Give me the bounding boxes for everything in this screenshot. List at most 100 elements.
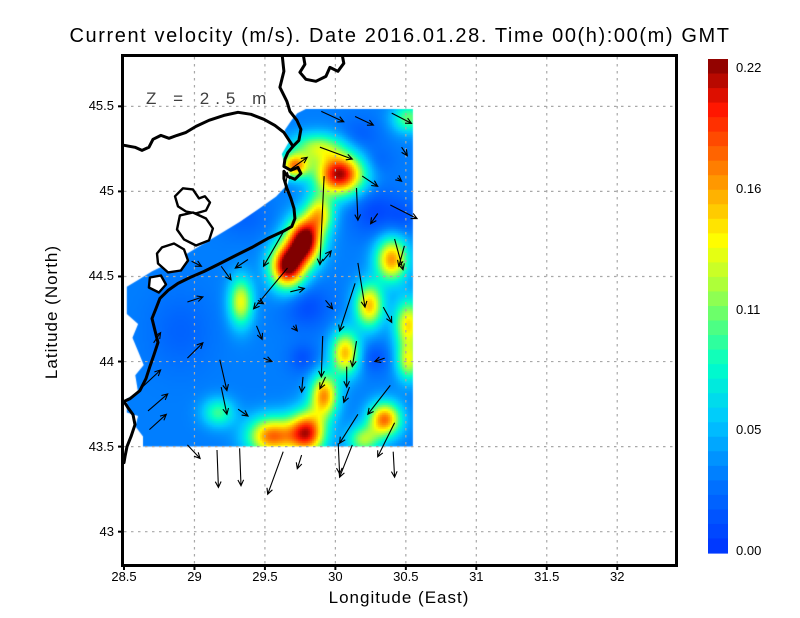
current-arrow — [187, 295, 205, 303]
current-arrow — [289, 156, 309, 170]
current-arrow — [298, 376, 306, 394]
y-tick-label: 43 — [99, 523, 114, 539]
y-tick-label: 44.5 — [88, 268, 114, 284]
current-arrow — [263, 356, 274, 363]
chart-title: Current velocity (m/s). Date 2016.01.28.… — [69, 25, 731, 47]
colorbar-segment — [708, 218, 728, 234]
x-tick-label: 29.5 — [252, 569, 278, 584]
current-arrow — [291, 324, 299, 332]
colorbar-segment — [708, 262, 728, 278]
colorbar-segment — [708, 59, 728, 75]
current-arrow — [338, 414, 359, 445]
x-tick-label: 29 — [187, 569, 202, 584]
current-arrow — [147, 393, 169, 412]
current-arrow — [255, 325, 264, 341]
colorbar-segment — [708, 480, 728, 496]
current-arrow — [319, 376, 326, 390]
current-arrow — [354, 116, 375, 126]
current-arrow — [343, 366, 350, 389]
y-tick-label: 44 — [99, 353, 114, 369]
current-arrow — [336, 443, 343, 476]
current-arrow — [322, 250, 332, 262]
colorbar-segment — [708, 117, 728, 133]
current-arrow — [186, 444, 201, 460]
current-arrow — [256, 297, 265, 305]
current-arrow — [395, 175, 403, 182]
colorbar-segment — [708, 364, 728, 380]
colorbar-segment — [708, 465, 728, 481]
lagoon-outline — [147, 274, 168, 294]
current-arrow — [391, 112, 413, 124]
current-arrow — [187, 341, 204, 359]
current-arrow — [220, 265, 232, 281]
current-arrow — [342, 386, 351, 404]
colorbar-segment — [708, 436, 728, 452]
current-arrow — [234, 259, 249, 269]
current-arrow — [237, 448, 245, 487]
colorbar-segment — [708, 393, 728, 409]
current-arrow — [153, 331, 162, 344]
colorbar-segment — [708, 204, 728, 220]
plot-contents — [123, 56, 675, 564]
y-tick-label: 45 — [99, 183, 114, 199]
current-arrow — [262, 231, 284, 268]
current-arrow — [325, 299, 334, 310]
colorbar-tick-label: 0.00 — [736, 543, 762, 558]
x-tick-label: 30 — [328, 569, 343, 584]
y-tick-label: 43.5 — [88, 438, 114, 454]
current-arrow — [290, 286, 306, 294]
current-arrow — [382, 306, 393, 324]
colorbar-segment — [708, 422, 728, 438]
current-arrow — [252, 267, 288, 310]
depth-annotation: Z = 2.5 m — [146, 89, 273, 108]
current-arrow — [149, 413, 168, 431]
current-arrow — [394, 238, 405, 271]
current-arrow — [214, 449, 222, 489]
lagoon-outline — [155, 242, 190, 274]
colorbar-segment — [708, 131, 728, 147]
colorbar-segment — [708, 349, 728, 365]
current-arrow — [318, 335, 325, 379]
colorbar-segment — [708, 160, 728, 176]
coastline-path — [123, 56, 303, 152]
colorbar-segment — [708, 451, 728, 467]
current-arrow — [283, 171, 291, 194]
current-arrow — [367, 385, 391, 416]
coastline-path — [123, 144, 303, 465]
current-arrow — [338, 283, 356, 333]
colorbar-segment — [708, 233, 728, 249]
current-arrow — [266, 451, 284, 496]
current-arrow — [321, 110, 345, 123]
x-axis-title: Longitude (East) — [328, 588, 470, 607]
colorbar-segment — [708, 378, 728, 394]
x-tick-label: 31 — [469, 569, 484, 584]
current-arrow — [377, 422, 396, 458]
current-arrow — [220, 386, 230, 416]
colorbar-segment — [708, 523, 728, 540]
current-arrow — [390, 204, 419, 220]
current-arrow — [361, 175, 379, 187]
current-arrow — [349, 341, 358, 368]
x-tick-label: 31.5 — [534, 569, 560, 584]
current-arrow — [191, 260, 203, 267]
current-arrow — [237, 408, 250, 417]
current-arrow — [390, 451, 398, 479]
colorbar-segment — [708, 102, 728, 118]
colorbar-segment — [708, 175, 728, 191]
colorbar-segment — [708, 335, 728, 351]
current-arrow — [319, 146, 354, 161]
colorbar-segment — [708, 538, 728, 554]
current-arrow — [219, 359, 229, 392]
colorbar-segment — [708, 494, 728, 511]
current-arrow — [369, 213, 379, 225]
colorbar-segment — [708, 291, 728, 307]
current-arrow — [295, 454, 303, 470]
current-arrow — [373, 356, 385, 363]
x-tick-label: 32 — [609, 569, 625, 584]
colorbar-segment — [708, 509, 728, 525]
colorbar-tick-label: 0.16 — [736, 180, 762, 196]
colorbar-segment — [708, 276, 728, 293]
current-arrow — [316, 176, 325, 266]
colorbar-segment — [708, 320, 728, 336]
